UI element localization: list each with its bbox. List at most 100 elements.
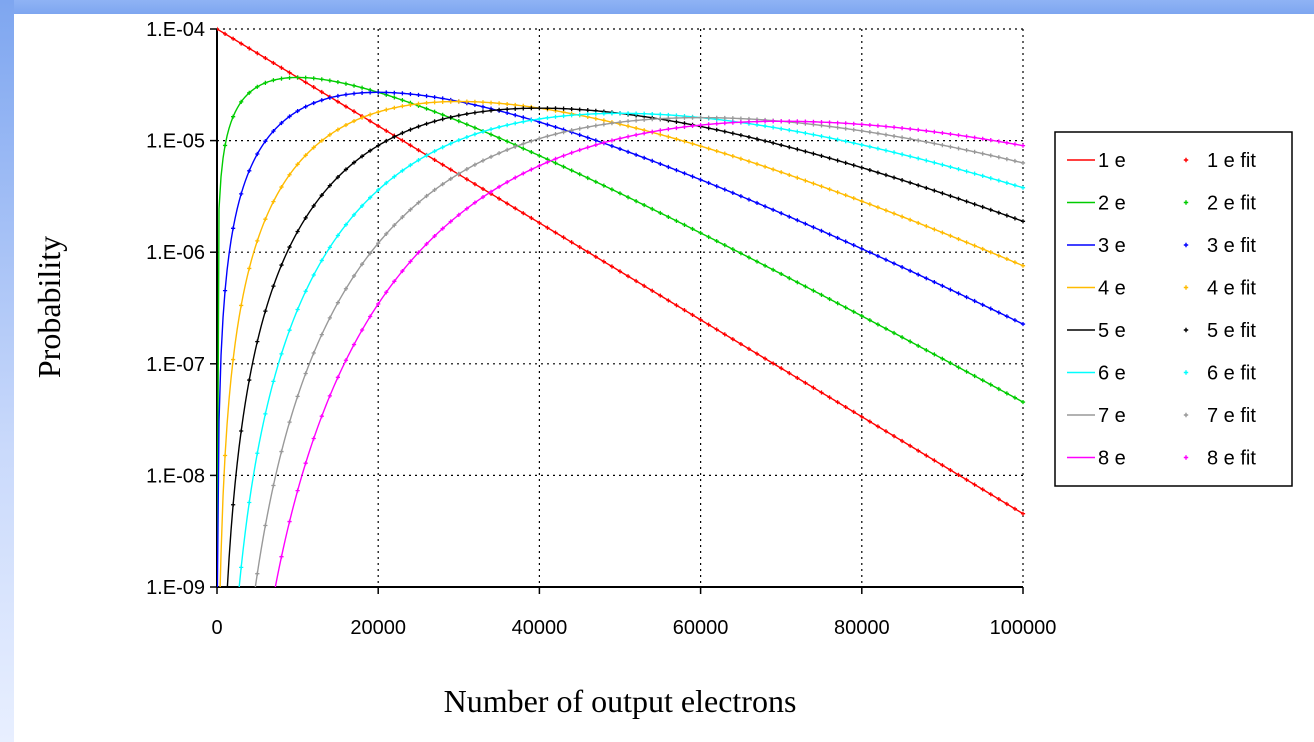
fit-marker-5e [932, 188, 937, 193]
fit-marker-1e [416, 148, 421, 153]
fit-marker-8e [956, 133, 961, 138]
fit-marker-7e [416, 200, 421, 205]
fit-marker-5e [811, 151, 816, 156]
fit-marker-7e [480, 158, 486, 163]
fit-marker-4e [859, 199, 864, 204]
fit-marker-4e [359, 115, 365, 120]
fit-marker-4e [916, 220, 921, 226]
fit-marker-3e [577, 132, 582, 137]
fit-marker-2e [1020, 399, 1026, 405]
fit-marker-8e [609, 138, 615, 143]
fit-marker-2e [609, 187, 615, 192]
fit-marker-4e [891, 211, 897, 216]
fit-marker-6e [319, 258, 324, 263]
fit-marker-4e [464, 99, 469, 104]
fit-marker-5e [924, 185, 929, 191]
fit-marker-4e [698, 144, 703, 149]
fit-marker-3e [722, 187, 727, 192]
fit-marker-3e [231, 226, 236, 231]
fit-marker-1e [1004, 501, 1009, 507]
x-axis-title: Number of output electrons [444, 683, 797, 719]
fit-marker-2e [674, 218, 679, 224]
fit-marker-5e [851, 163, 856, 168]
series-line-5e [226, 107, 1024, 587]
fit-marker-1e [795, 375, 800, 381]
fit-marker-8e [819, 120, 824, 125]
fit-marker-7e [674, 115, 679, 121]
fit-marker-3e [674, 168, 679, 173]
legend-label: 4 e [1098, 278, 1126, 300]
fit-marker-1e [891, 434, 897, 439]
fit-marker-4e [343, 122, 349, 128]
fit-marker-6e [787, 128, 792, 133]
fit-marker-2e [730, 247, 735, 252]
fit-marker-7e [924, 139, 929, 145]
fit-marker-1e [440, 162, 445, 167]
fit-marker-4e [924, 224, 929, 229]
fit-marker-7e [295, 394, 300, 399]
y-tick-label: 1.E-08 [146, 465, 205, 487]
legend-swatch-marker [1183, 327, 1189, 333]
fit-marker-1e [553, 230, 558, 235]
fit-marker-5e [505, 107, 510, 112]
fit-marker-3e [295, 108, 300, 114]
fit-marker-6e [1004, 180, 1009, 186]
fit-marker-6e [617, 111, 623, 116]
fit-marker-1e [231, 36, 236, 41]
fit-marker-5e [408, 127, 413, 132]
fit-marker-6e [343, 222, 349, 227]
fit-marker-6e [650, 111, 655, 117]
fit-marker-7e [488, 154, 494, 159]
fit-marker-2e [295, 75, 300, 80]
fit-marker-2e [924, 348, 929, 353]
fit-marker-2e [263, 80, 268, 85]
fit-marker-3e [851, 243, 856, 248]
fit-marker-6e [940, 162, 945, 167]
fit-marker-1e [634, 278, 639, 284]
tick-labels: 0 20000 40000 60000 80000 100000 1.E-04 1.E-05 1… [146, 19, 1056, 639]
fit-marker-2e [569, 168, 574, 173]
fit-marker-3e [634, 152, 639, 157]
fit-marker-6e [972, 171, 977, 176]
fit-marker-8e [424, 241, 429, 247]
fit-marker-8e [900, 126, 905, 131]
fit-marker-2e [658, 210, 663, 216]
fit-marker-2e [424, 106, 429, 111]
fit-marker-2e [335, 79, 340, 85]
fit-marker-5e [1020, 219, 1026, 224]
fit-marker-7e [432, 187, 437, 192]
fit-marker-5e [303, 215, 308, 220]
fit-marker-6e [424, 153, 429, 158]
x-tick-label: 40000 [512, 617, 568, 639]
fit-marker-6e [867, 144, 872, 149]
fit-marker-1e [480, 186, 486, 192]
fit-marker-1e [940, 463, 945, 468]
fit-marker-3e [239, 191, 244, 196]
fit-marker-1e [609, 264, 615, 269]
legend-box [1054, 131, 1293, 487]
fit-marker-2e [859, 313, 864, 319]
fit-marker-8e [658, 128, 663, 133]
fit-marker-5e [335, 175, 340, 180]
fit-marker-4e [867, 202, 872, 207]
legend-fit-label: 4 e fit [1207, 278, 1256, 300]
fit-marker-5e [956, 196, 961, 201]
fit-marker-6e [601, 111, 606, 116]
fit-marker-7e [359, 262, 365, 267]
fit-marker-1e [851, 409, 856, 414]
fit-marker-7e [658, 116, 663, 121]
fit-marker-1e [577, 245, 582, 250]
fit-marker-1e [472, 182, 478, 187]
fit-marker-5e [819, 153, 824, 159]
fit-marker-8e [384, 290, 389, 295]
fit-marker-1e [239, 41, 244, 46]
fit-marker-5e [738, 133, 743, 138]
fit-marker-1e [497, 196, 502, 201]
fit-marker-3e [335, 93, 340, 99]
fit-marker-5e [400, 130, 405, 136]
fit-marker-2e [787, 276, 792, 281]
fit-marker-2e [771, 267, 776, 272]
fit-marker-2e [601, 183, 606, 188]
series-1e [217, 26, 1026, 516]
fit-marker-6e [239, 565, 244, 570]
